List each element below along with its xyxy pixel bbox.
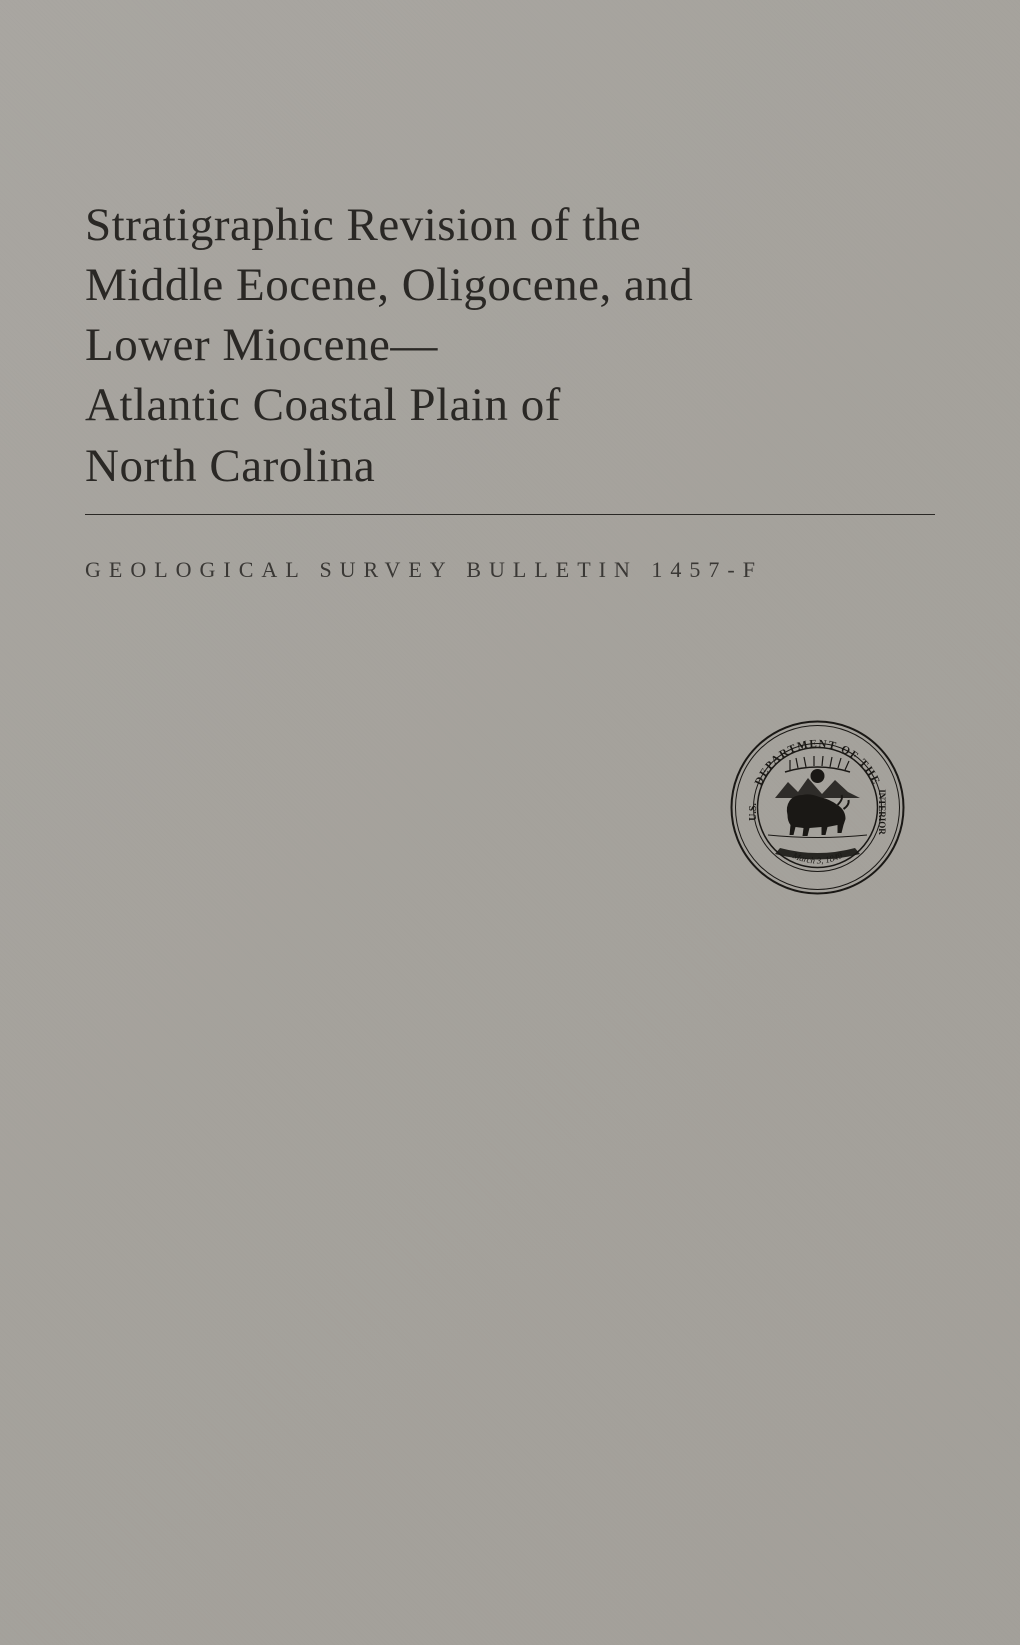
svg-text:INTERIOR: INTERIOR (877, 789, 887, 835)
title-line-4: Atlantic Coastal Plain of (85, 379, 561, 431)
title-line-3: Lower Miocene— (85, 319, 438, 371)
seal-icon: DEPARTMENT OF THE March 3, 1849 U.S. INT… (730, 720, 905, 895)
document-title: Stratigraphic Revision of the Middle Eoc… (85, 195, 935, 515)
svg-text:U.S.: U.S. (748, 803, 759, 821)
title-line-2: Middle Eocene, Oligocene, and (85, 259, 693, 311)
document-cover-page: Stratigraphic Revision of the Middle Eoc… (0, 0, 1020, 1645)
bulletin-number: GEOLOGICAL SURVEY BULLETIN 1457-F (85, 557, 935, 583)
title-line-1: Stratigraphic Revision of the (85, 199, 641, 251)
department-seal: DEPARTMENT OF THE March 3, 1849 U.S. INT… (730, 720, 905, 895)
title-line-5: North Carolina (85, 440, 375, 492)
